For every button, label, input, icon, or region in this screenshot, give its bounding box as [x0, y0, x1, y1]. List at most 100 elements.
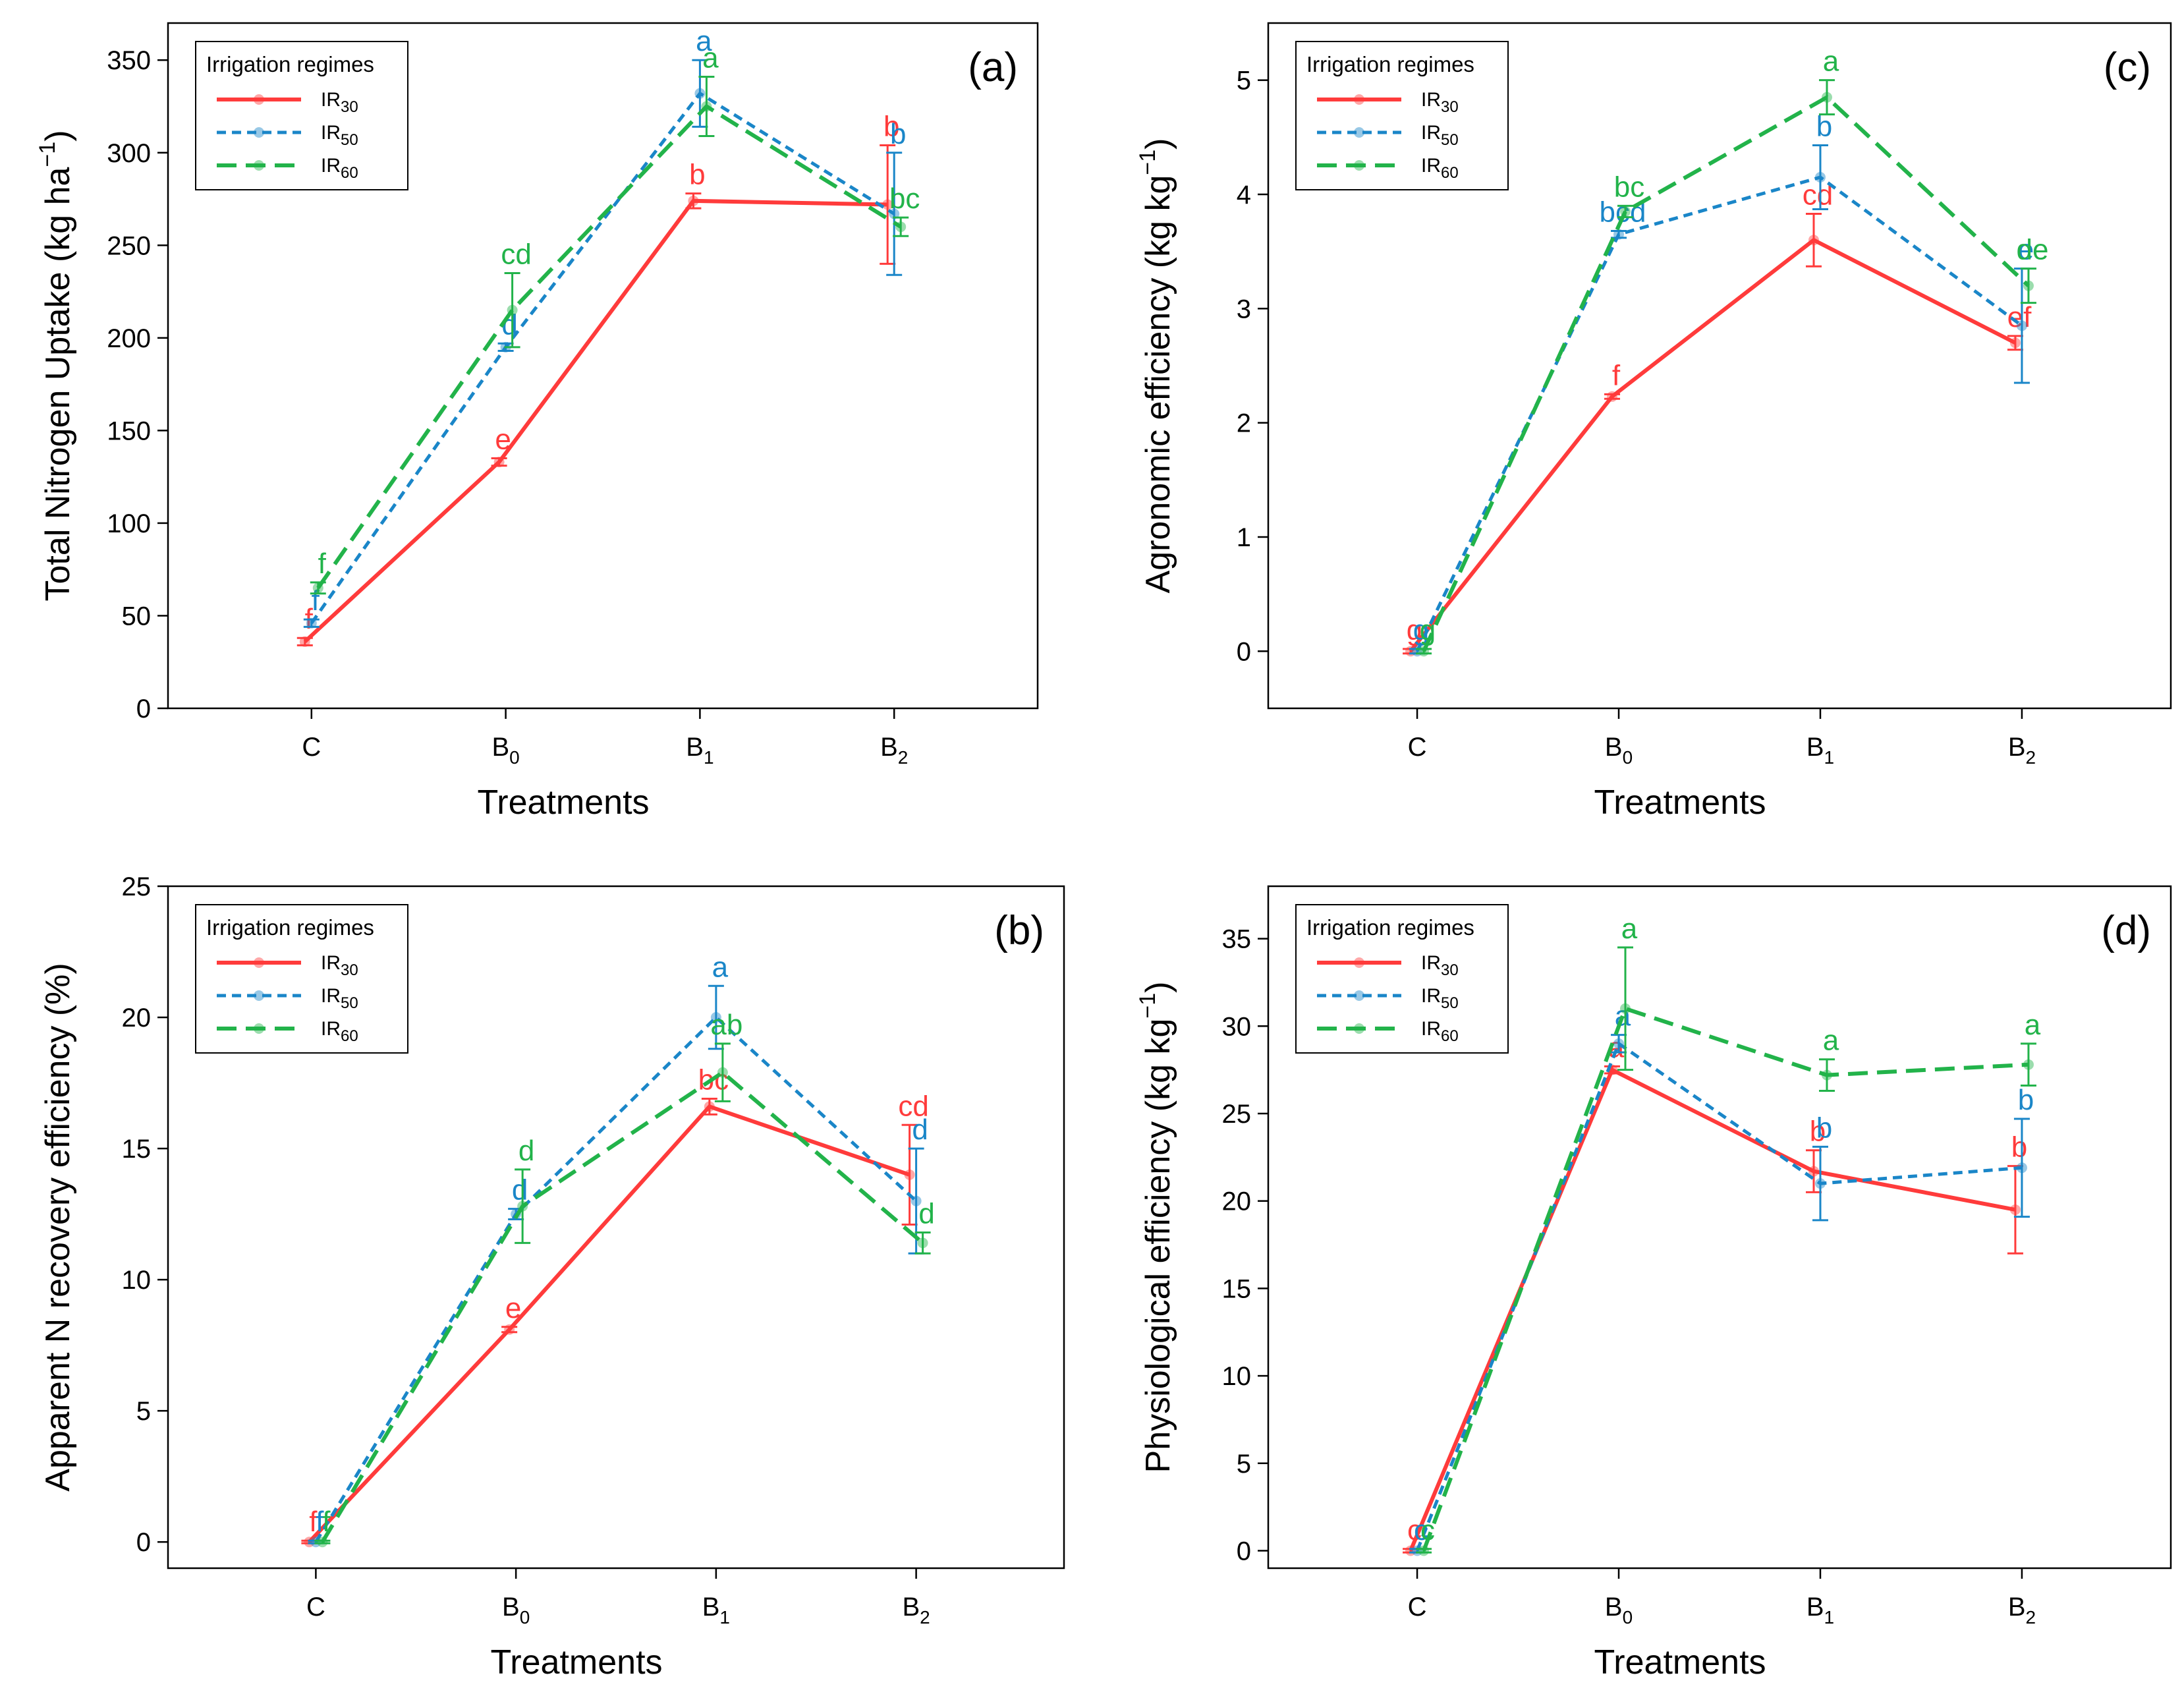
panel-tag: (d): [2101, 908, 2151, 953]
legend-entry-base: IR: [321, 155, 341, 177]
significance-letter: bcd: [1600, 196, 1646, 228]
significance-letter: b: [2011, 1131, 2027, 1164]
x-tick-sub: 1: [719, 1607, 730, 1627]
legend-entry-label: IR50: [321, 122, 358, 149]
data-point: [694, 88, 706, 99]
series-line: [1415, 1040, 2023, 1552]
x-tick-label: B2: [2008, 1593, 2036, 1627]
y-tick-label: 35: [1222, 925, 1252, 954]
legend-entry-base: IR: [321, 89, 341, 111]
data-point: [312, 582, 323, 594]
x-axis-title: Treatments: [1594, 1643, 1766, 1682]
series-IR60: f d ab d: [314, 1009, 935, 1548]
data-point: [917, 1237, 928, 1249]
legend-swatch-marker: [1354, 160, 1364, 171]
significance-letter: g: [1407, 614, 1422, 646]
significance-letter: b: [890, 118, 906, 150]
y-tick-label: 0: [136, 694, 151, 723]
y-tick-label: 10: [122, 1266, 152, 1295]
panel-tag: (c): [2104, 45, 2151, 90]
x-axis-title: Treatments: [477, 783, 649, 822]
significance-letter: cd: [501, 238, 531, 270]
data-point: [910, 1195, 922, 1206]
x-tick-base: B: [1605, 733, 1623, 762]
significance-letter: c: [1420, 1514, 1435, 1546]
legend-swatch-marker: [1354, 990, 1364, 1001]
series-line: [308, 1104, 910, 1544]
x-tick-base: B: [502, 1593, 520, 1622]
data-point: [504, 1324, 515, 1335]
significance-letter: a: [1621, 913, 1638, 945]
significance-letter: g: [1420, 614, 1436, 646]
data-point: [1418, 646, 1430, 657]
x-tick-label: B1: [702, 1593, 730, 1627]
legend-entry-base: IR: [321, 1018, 341, 1040]
y-axis-title: Apparent N recovery efficiency (%): [39, 963, 77, 1491]
significance-letter: e: [495, 424, 511, 456]
legend-swatch-marker: [1354, 1023, 1364, 1034]
legend-entry-label: IR30: [1421, 952, 1459, 979]
data-point: [710, 1012, 721, 1023]
legend-entry-base: IR: [1421, 985, 1441, 1007]
y-tick-label: 3: [1237, 295, 1251, 324]
significance-letter: b: [883, 111, 899, 143]
data-point: [1814, 172, 1826, 183]
legend-entry-label: IR60: [1421, 1018, 1459, 1045]
x-tick-sub: 2: [2026, 747, 2036, 768]
series-line: [316, 103, 902, 590]
y-tick-label: 350: [107, 46, 151, 75]
significance-letter: e: [505, 1292, 521, 1324]
x-tick-sub: 0: [1623, 1607, 1633, 1627]
legend-swatch-marker: [254, 94, 264, 105]
data-point: [1821, 92, 1832, 103]
y-tick-label: 25: [122, 872, 152, 901]
data-point: [882, 199, 893, 210]
data-point: [701, 101, 712, 112]
data-point: [688, 195, 699, 206]
y-tick-label: 50: [122, 602, 152, 631]
significance-letter: f: [316, 1506, 324, 1538]
series-IR60: f cd a bc: [310, 42, 920, 595]
legend-entry-sub: 30: [1441, 961, 1459, 979]
x-tick-label: B2: [880, 733, 908, 768]
legend-entry-label: IR30: [321, 952, 358, 979]
data-point: [517, 1201, 528, 1212]
y-tick-label: 2: [1237, 409, 1251, 438]
x-tick-label: B1: [1806, 733, 1834, 768]
data-point: [1808, 235, 1819, 246]
y-axis-title-end: ): [1139, 982, 1177, 993]
y-axis-title-end: ): [39, 130, 77, 141]
significance-letter: a: [696, 25, 712, 57]
x-tick-base: B: [1806, 1593, 1824, 1622]
legend-swatch-marker: [254, 127, 264, 138]
significance-letter: d: [918, 1197, 934, 1230]
data-point: [2009, 1204, 2021, 1215]
legend-entry-label: IR30: [1421, 89, 1459, 116]
y-tick-label: 20: [1222, 1187, 1252, 1216]
y-tick-label: 15: [122, 1135, 152, 1164]
series-line: [1422, 94, 2030, 652]
series-line: [1415, 175, 2023, 652]
y-tick-label: 5: [1237, 1450, 1251, 1479]
x-tick-base: B: [491, 733, 509, 762]
series-line: [1409, 1067, 2016, 1552]
x-axis-title: Treatments: [490, 1643, 662, 1682]
legend-entry-base: IR: [321, 952, 341, 974]
data-point: [2009, 337, 2021, 349]
legend-entry-label: IR50: [1421, 985, 1459, 1012]
significance-letter: cd: [898, 1090, 928, 1122]
significance-letter: f: [1612, 359, 1621, 391]
y-axis-title-end: ): [1139, 138, 1177, 150]
x-tick-sub: 0: [520, 1607, 530, 1627]
significance-letter: de: [2016, 234, 2048, 266]
legend-swatch-marker: [254, 957, 264, 968]
data-point: [306, 617, 317, 629]
data-point: [507, 304, 518, 316]
y-tick-label: 0: [1237, 637, 1251, 666]
legend-entry-sub: 50: [341, 131, 358, 149]
x-tick-label: B0: [491, 733, 519, 768]
legend-title: Irrigation regimes: [206, 915, 374, 940]
plot-frame: [167, 22, 1039, 710]
